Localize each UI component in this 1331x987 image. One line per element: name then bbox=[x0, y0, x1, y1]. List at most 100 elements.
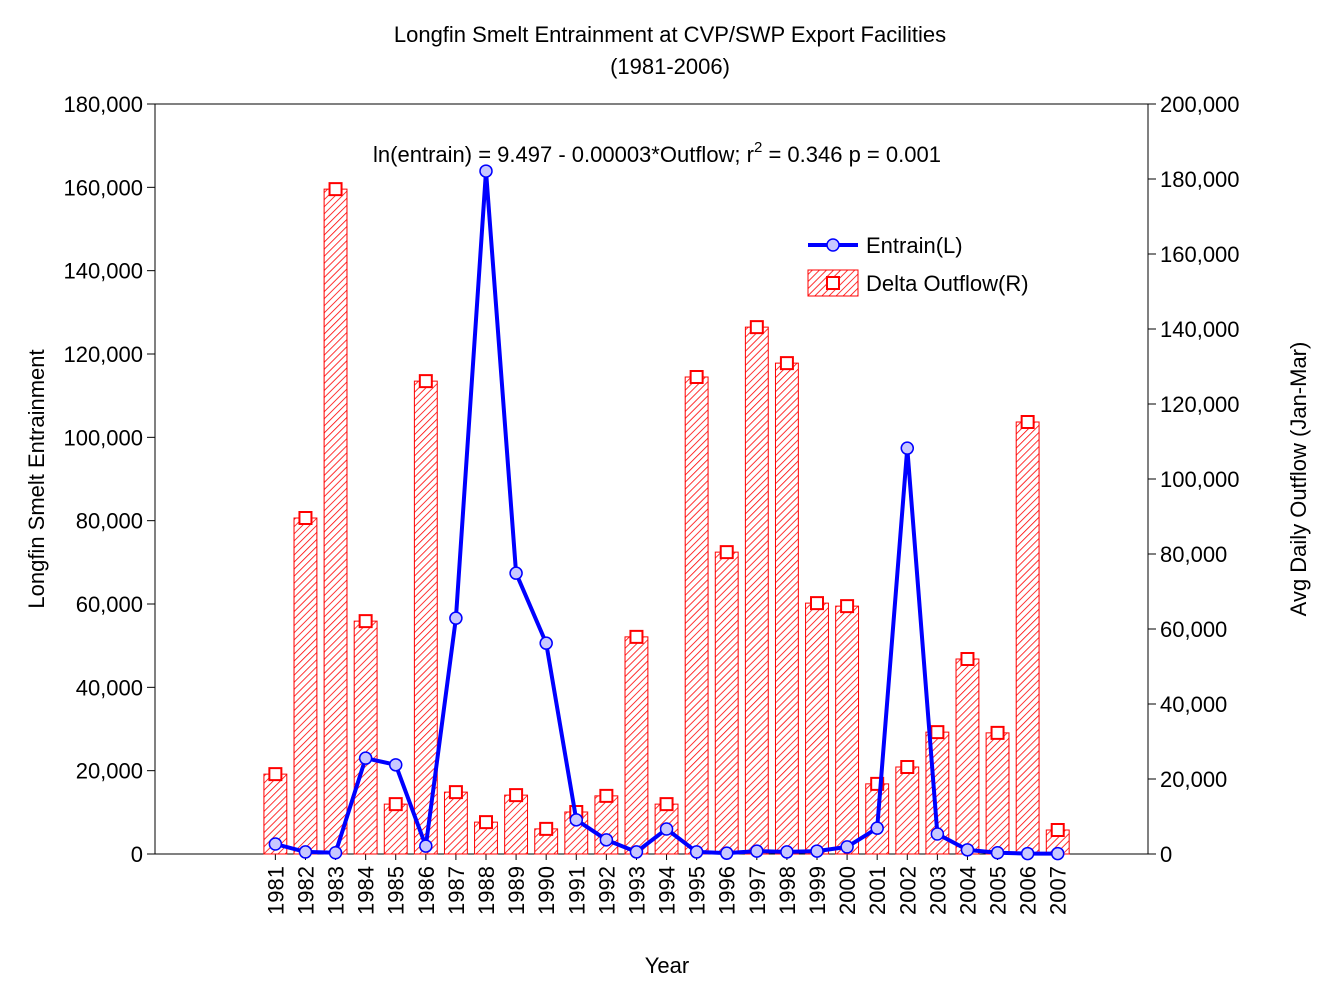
bar bbox=[895, 766, 920, 855]
y2-tick-label: 0 bbox=[1160, 842, 1172, 867]
x-tick-label: 1994 bbox=[655, 866, 680, 915]
x-tick-label: 2001 bbox=[865, 866, 890, 915]
line-marker bbox=[328, 846, 343, 860]
bar-marker bbox=[599, 788, 614, 803]
bar-marker bbox=[418, 374, 433, 389]
bar-marker bbox=[539, 821, 554, 836]
x-tick-label: 1991 bbox=[564, 866, 589, 915]
y2-tick-label: 100,000 bbox=[1160, 467, 1240, 492]
x-tick-label: 1983 bbox=[324, 866, 349, 915]
x-tick-label: 1986 bbox=[414, 866, 439, 915]
line-marker bbox=[268, 837, 283, 851]
bar bbox=[353, 620, 378, 855]
line-marker bbox=[659, 822, 674, 836]
y2-tick-label: 60,000 bbox=[1160, 617, 1227, 642]
x-tick-label: 2007 bbox=[1046, 866, 1071, 915]
y2-axis-label: Avg Daily Outflow (Jan-Mar) bbox=[1286, 342, 1311, 617]
bar-marker bbox=[779, 356, 794, 371]
x-axis-label: Year bbox=[645, 953, 689, 978]
bar bbox=[744, 326, 769, 855]
bar bbox=[955, 658, 980, 855]
y-tick-label: 20,000 bbox=[76, 759, 143, 784]
y-axis-label: Longfin Smelt Entrainment bbox=[24, 349, 49, 608]
bar-marker bbox=[1020, 415, 1035, 429]
bar-marker bbox=[268, 767, 283, 782]
line-marker bbox=[569, 813, 584, 827]
bar bbox=[293, 517, 318, 855]
bar-marker bbox=[1050, 823, 1065, 837]
bar-marker bbox=[990, 725, 1005, 740]
x-tick-label: 1987 bbox=[444, 866, 469, 915]
line-marker bbox=[900, 441, 915, 455]
bar-marker bbox=[930, 725, 945, 740]
line-marker bbox=[750, 844, 764, 858]
bar bbox=[774, 362, 799, 855]
bar bbox=[714, 551, 739, 855]
y2-tick-label: 120,000 bbox=[1160, 392, 1240, 417]
bar-marker bbox=[629, 629, 644, 644]
line-marker bbox=[960, 843, 975, 857]
x-tick-label: 1988 bbox=[474, 866, 499, 915]
line-marker bbox=[1050, 846, 1065, 861]
y-tick-label: 0 bbox=[131, 842, 143, 867]
annotation-text: = 0.346 p = 0.001 bbox=[762, 142, 941, 167]
y-tick-label: 120,000 bbox=[63, 342, 143, 367]
y2-tick-label: 160,000 bbox=[1160, 242, 1240, 267]
line-marker bbox=[870, 821, 884, 835]
line-marker bbox=[388, 758, 403, 772]
line-marker bbox=[358, 751, 373, 765]
line-marker bbox=[810, 844, 824, 858]
line-marker bbox=[419, 839, 433, 853]
line-marker bbox=[629, 845, 644, 859]
legend-label: Delta Outflow(R) bbox=[866, 271, 1029, 296]
legend-marker bbox=[826, 276, 840, 290]
y2-tick-label: 140,000 bbox=[1160, 317, 1240, 342]
bar-marker bbox=[719, 545, 734, 560]
x-tick-label: 1997 bbox=[745, 866, 770, 915]
bar bbox=[383, 803, 408, 855]
line-marker bbox=[298, 845, 313, 859]
line-marker bbox=[449, 611, 463, 625]
line-marker bbox=[599, 833, 614, 847]
plot: 0 20,000 40,000 60,000 80,000 100,000 120,000 1… bbox=[63, 92, 1239, 915]
line-marker bbox=[719, 846, 734, 860]
bar bbox=[323, 188, 348, 855]
line-marker bbox=[1020, 846, 1035, 861]
legend-marker bbox=[826, 238, 840, 252]
annotation-text: ln(entrain) = 9.497 - 0.00003*Outflow; r bbox=[373, 142, 754, 167]
y2-tick-label: 40,000 bbox=[1160, 692, 1227, 717]
bar bbox=[805, 602, 829, 855]
x-tick-label: 1985 bbox=[384, 866, 409, 915]
line-marker bbox=[780, 845, 794, 859]
x-tick-label: 2006 bbox=[1016, 866, 1041, 915]
x-tick-label: 1989 bbox=[504, 866, 529, 915]
line-marker bbox=[479, 164, 493, 178]
y2-tick-label: 180,000 bbox=[1160, 167, 1240, 192]
y-tick-label: 140,000 bbox=[63, 259, 143, 284]
x-tick-label: 2004 bbox=[955, 866, 980, 915]
bar-marker bbox=[900, 760, 915, 774]
chart-subtitle: (1981-2006) bbox=[610, 54, 730, 79]
bar-marker bbox=[810, 596, 824, 611]
x-tick-label: 1993 bbox=[624, 866, 649, 915]
x-tick-label: 2005 bbox=[986, 866, 1011, 915]
bar bbox=[684, 376, 709, 855]
bar-marker bbox=[509, 788, 524, 803]
bar-marker bbox=[388, 797, 403, 812]
x-tick-label: 1996 bbox=[715, 866, 740, 915]
annotation: ln(entrain) = 9.497 - 0.00003*Outflow; r… bbox=[373, 139, 941, 167]
bar bbox=[624, 636, 649, 855]
bar bbox=[985, 732, 1010, 855]
bar-marker bbox=[328, 182, 343, 197]
y2-tick-label: 200,000 bbox=[1160, 92, 1240, 117]
line-marker bbox=[840, 840, 854, 854]
bar-marker bbox=[840, 599, 855, 614]
chart-title: Longfin Smelt Entrainment at CVP/SWP Exp… bbox=[394, 22, 946, 47]
bar bbox=[504, 794, 529, 855]
bar-marker bbox=[358, 614, 373, 629]
legend-label: Entrain(L) bbox=[866, 233, 963, 258]
x-tick-label: 1998 bbox=[775, 866, 800, 915]
y2-tick-label: 20,000 bbox=[1160, 767, 1227, 792]
x-tick-label: 1984 bbox=[354, 866, 379, 915]
bar-marker bbox=[298, 511, 313, 525]
